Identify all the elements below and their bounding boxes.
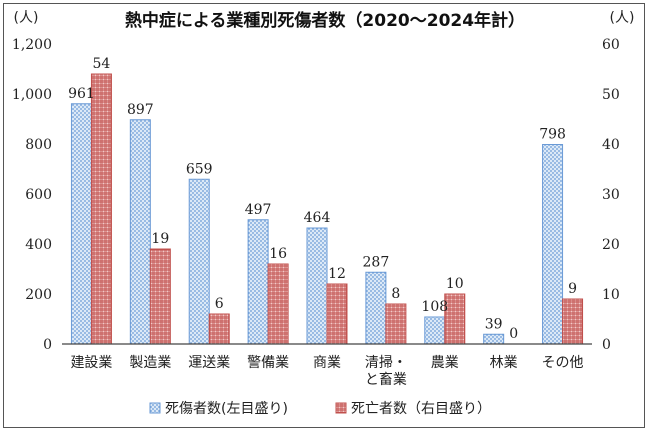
data-label-casualties: 798	[539, 127, 566, 143]
category-label: 清掃・	[365, 354, 407, 371]
data-label-casualties: 497	[245, 202, 272, 218]
right-tick-label: 40	[602, 137, 620, 153]
data-label-casualties: 897	[127, 102, 154, 118]
left-axis-ticks: 0 200 400 600 800 1,000 1,200	[12, 37, 52, 353]
bar-casualties	[483, 333, 505, 345]
data-label-deaths: 10	[446, 276, 464, 292]
legend-label-deaths: 死亡者数（右目盛り）	[351, 401, 491, 417]
data-label-casualties: 287	[363, 254, 390, 270]
legend-swatch-casualties	[149, 402, 161, 414]
left-tick-label: 200	[25, 287, 52, 303]
right-tick-label: 50	[602, 87, 620, 103]
legend-swatch-deaths	[335, 402, 347, 414]
bar-casualties	[542, 144, 564, 345]
category-labels: 建設業 製造業 運送業 警備業 商業 清掃・と畜業 農業 林業 その他	[70, 354, 583, 388]
data-label-deaths: 9	[568, 281, 577, 297]
right-axis-unit: (人)	[610, 10, 635, 26]
data-label-casualties: 659	[186, 161, 213, 177]
data-label-deaths: 0	[509, 326, 518, 342]
bar-deaths	[90, 73, 112, 345]
left-tick-label: 1,000	[12, 87, 52, 103]
category-label: と畜業	[365, 372, 407, 388]
left-tick-label: 400	[25, 237, 52, 253]
bar-casualties	[306, 227, 328, 345]
bar-casualties	[129, 119, 151, 345]
bar-deaths	[385, 303, 407, 345]
category-label: 林業	[490, 355, 518, 371]
data-label-deaths: 16	[269, 246, 287, 262]
category-label: 商業	[313, 355, 341, 371]
bar-deaths	[208, 313, 230, 345]
bar-casualties	[70, 103, 92, 345]
right-tick-label: 0	[602, 337, 611, 353]
data-label-deaths: 12	[328, 266, 346, 282]
right-axis-ticks: 0 10 20 30 40 50 60	[602, 37, 620, 353]
data-label-deaths: 6	[215, 296, 224, 312]
left-tick-label: 1,200	[12, 37, 52, 53]
bar-deaths	[267, 263, 289, 345]
category-label: 製造業	[129, 355, 171, 371]
legend: 死傷者数(左目盛り) 死亡者数（右目盛り）	[149, 401, 491, 417]
left-tick-label: 600	[25, 187, 52, 203]
category-label: その他	[542, 355, 584, 371]
bar-casualties	[247, 219, 269, 345]
chart-title: 熱中症による業種別死傷者数（2020〜2024年計）	[125, 10, 525, 31]
bar-deaths	[562, 298, 584, 345]
left-axis-unit: (人)	[14, 10, 39, 26]
bar-deaths	[149, 248, 171, 345]
data-label-deaths: 19	[151, 231, 169, 247]
category-label: 運送業	[188, 355, 230, 371]
right-tick-label: 20	[602, 237, 620, 253]
bar-casualties	[424, 316, 446, 345]
category-label: 農業	[431, 355, 459, 371]
bar-deaths	[326, 283, 348, 345]
category-label: 警備業	[247, 355, 289, 371]
right-tick-label: 60	[602, 37, 620, 53]
bar-casualties	[365, 271, 387, 345]
data-label-casualties: 108	[421, 299, 448, 315]
data-label-casualties: 961	[68, 86, 95, 102]
data-label-casualties: 39	[485, 316, 503, 332]
left-tick-label: 0	[43, 337, 52, 353]
category-label: 建設業	[70, 355, 112, 371]
legend-label-casualties: 死傷者数(左目盛り)	[165, 401, 288, 417]
bar-casualties	[188, 178, 210, 345]
data-label-deaths: 8	[391, 286, 400, 302]
right-tick-label: 10	[602, 287, 620, 303]
data-label-casualties: 464	[304, 210, 331, 226]
data-label-deaths: 54	[93, 56, 111, 72]
bars	[70, 73, 584, 345]
right-tick-label: 30	[602, 187, 620, 203]
left-tick-label: 800	[25, 137, 52, 153]
